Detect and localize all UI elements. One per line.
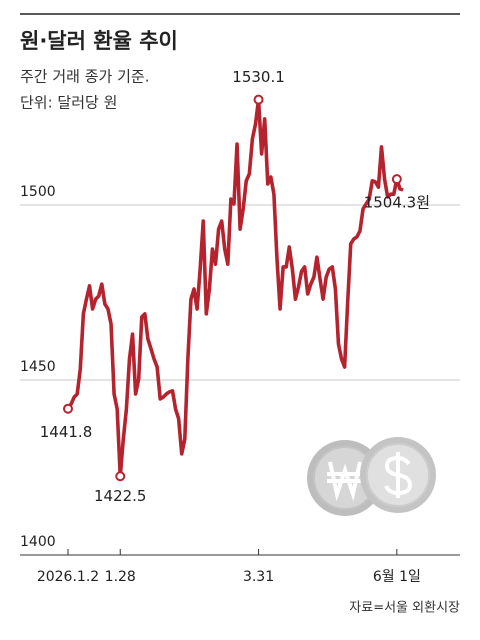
subtitle: 주간 거래 종가 기준. — [20, 68, 149, 86]
y-tick-label: 1450 — [20, 359, 56, 375]
value-label: 1530.1 — [232, 68, 285, 86]
series-line — [66, 97, 404, 479]
chart-title: 원·달러 환율 추이 — [20, 29, 178, 53]
subtitle: 단위: 달러당 원 — [20, 94, 117, 112]
value-label: 1441.8 — [40, 423, 93, 441]
x-tick-label: 6월 1일 — [373, 569, 421, 585]
dollar-symbol — [384, 452, 413, 498]
x-tick-label: 1.28 — [105, 569, 136, 585]
won-symbol — [327, 461, 363, 502]
point-marker — [253, 94, 264, 105]
coins-illustration — [307, 437, 436, 516]
y-tick-label: 1400 — [20, 534, 56, 550]
x-tick-label: 3.31 — [243, 569, 274, 585]
x-tick-label: 2026.1.2 — [37, 569, 99, 585]
point-marker — [115, 471, 126, 482]
source: 자료=서울 외환시장 — [349, 601, 460, 616]
point-marker — [63, 403, 73, 414]
point-marker — [391, 174, 402, 185]
y-tick-label: 1500 — [20, 184, 56, 200]
value-label: 1504.3원 — [364, 194, 430, 212]
value-label: 1422.5 — [94, 487, 147, 505]
